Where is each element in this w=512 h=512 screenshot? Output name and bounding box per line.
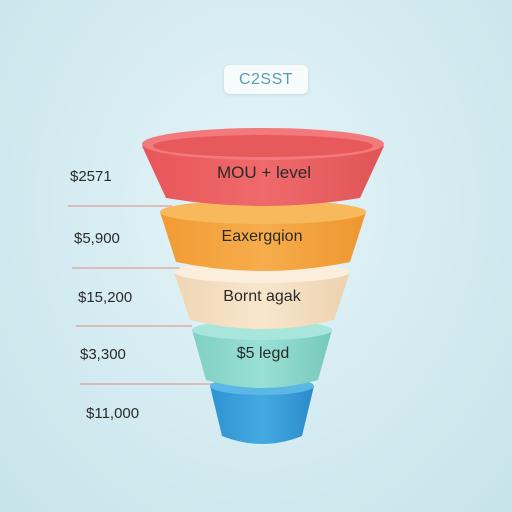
stage-value-2: $5,900 <box>74 230 120 247</box>
stage-label-1: MOU + level <box>217 163 311 182</box>
stage-label-3: Bornt agak <box>223 288 301 305</box>
stage-label-2: Eaxergqion <box>221 228 303 245</box>
stage-value-5: $11,000 <box>86 405 140 422</box>
funnel-stage-2 <box>160 200 366 271</box>
chart-title: C2SST <box>238 70 294 88</box>
title-badge: C2SST <box>224 65 308 94</box>
stage-value-1: $2571 <box>70 168 112 185</box>
funnel-stage-1 <box>142 128 384 206</box>
stage-value-3: $15,200 <box>78 289 133 306</box>
stage-label-4: $5 legd <box>236 345 290 362</box>
stage-value-4: $3,300 <box>80 346 126 363</box>
